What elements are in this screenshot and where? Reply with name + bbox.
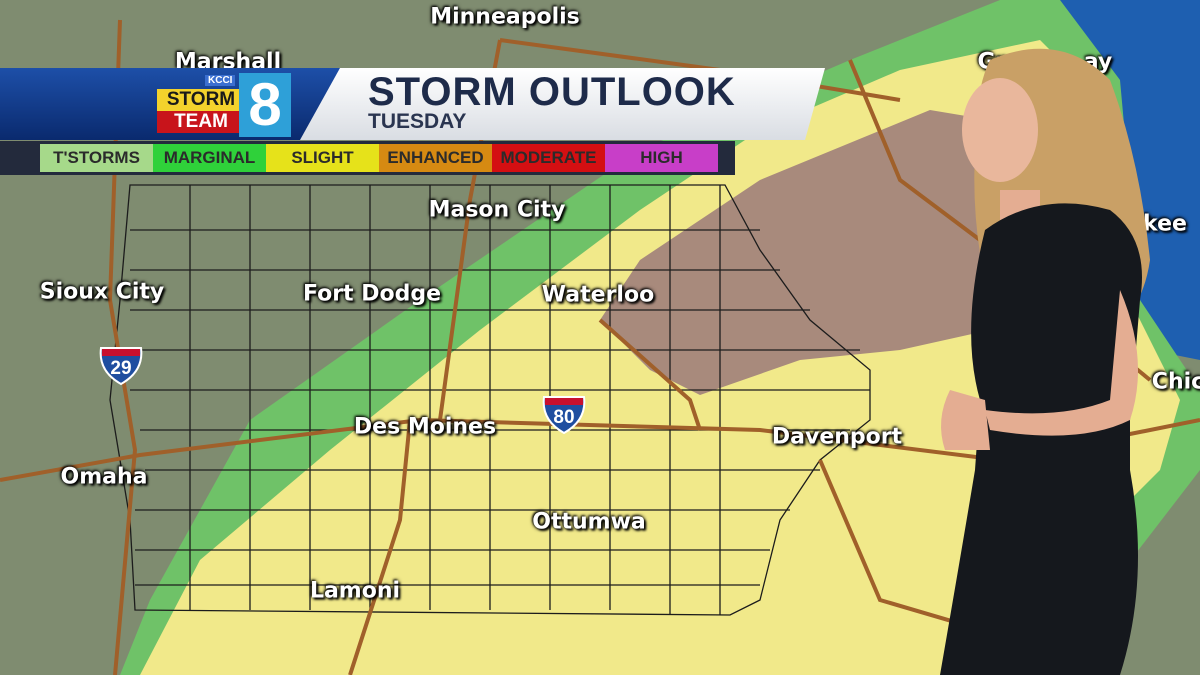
title-banner: KCCI STORM TEAM 8: [0, 68, 830, 140]
city-label: Ottumwa: [532, 509, 646, 535]
storm-team-8-logo: KCCI STORM TEAM 8: [157, 73, 297, 137]
city-label: Des Moines: [353, 414, 497, 440]
legend-slight: SLIGHT: [266, 144, 379, 172]
legend-high: HIGH: [605, 144, 718, 172]
county-lines: [109, 184, 871, 616]
interstate-shield: 29: [98, 346, 144, 386]
city-label: Fort Dodge: [302, 281, 442, 307]
city-label: Omaha: [60, 464, 148, 490]
city-label: Davenport: [771, 424, 903, 450]
page-subtitle: TUESDAY: [368, 110, 467, 133]
legend-tstorms: T'STORMS: [40, 144, 153, 172]
city-label: Lamoni: [309, 578, 401, 604]
enhanced-risk-area: [600, 110, 1010, 395]
banner-white-panel: [300, 68, 825, 140]
city-label: Mason City: [428, 197, 566, 223]
legend-marginal: MARGINAL: [153, 144, 266, 172]
city-label: Minneapolis: [430, 4, 580, 30]
interstate-shield: 80: [541, 395, 587, 435]
city-label: Chic: [1151, 369, 1200, 395]
risk-legend: T'STORMS MARGINAL SLIGHT ENHANCED MODERA…: [40, 144, 718, 172]
legend-moderate: MODERATE: [492, 144, 605, 172]
page-title: STORM OUTLOOK: [368, 70, 736, 114]
city-label: kee: [1143, 211, 1187, 237]
city-label: Sioux City: [39, 279, 165, 305]
legend-enhanced: ENHANCED: [379, 144, 492, 172]
city-label: Waterloo: [541, 282, 655, 308]
